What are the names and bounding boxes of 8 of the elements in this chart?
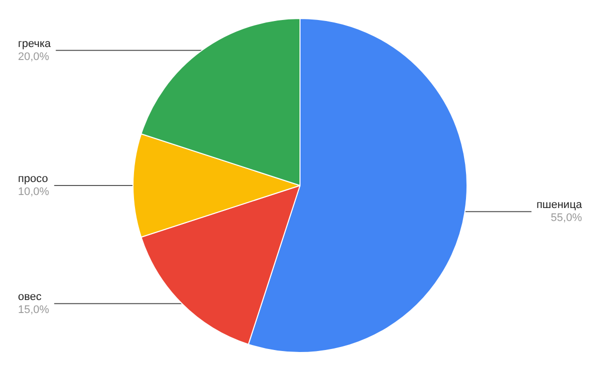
data-label: 20,0% xyxy=(18,50,50,63)
slice-label: гречка xyxy=(18,38,52,50)
slice-label: просо xyxy=(18,173,48,185)
data-label: 10,0% xyxy=(18,186,50,198)
data-label: 55,0% xyxy=(550,212,582,224)
slice-label: овес xyxy=(18,291,42,304)
slice-label: пшеница xyxy=(536,199,583,212)
data-label: 15,0% xyxy=(18,304,50,316)
